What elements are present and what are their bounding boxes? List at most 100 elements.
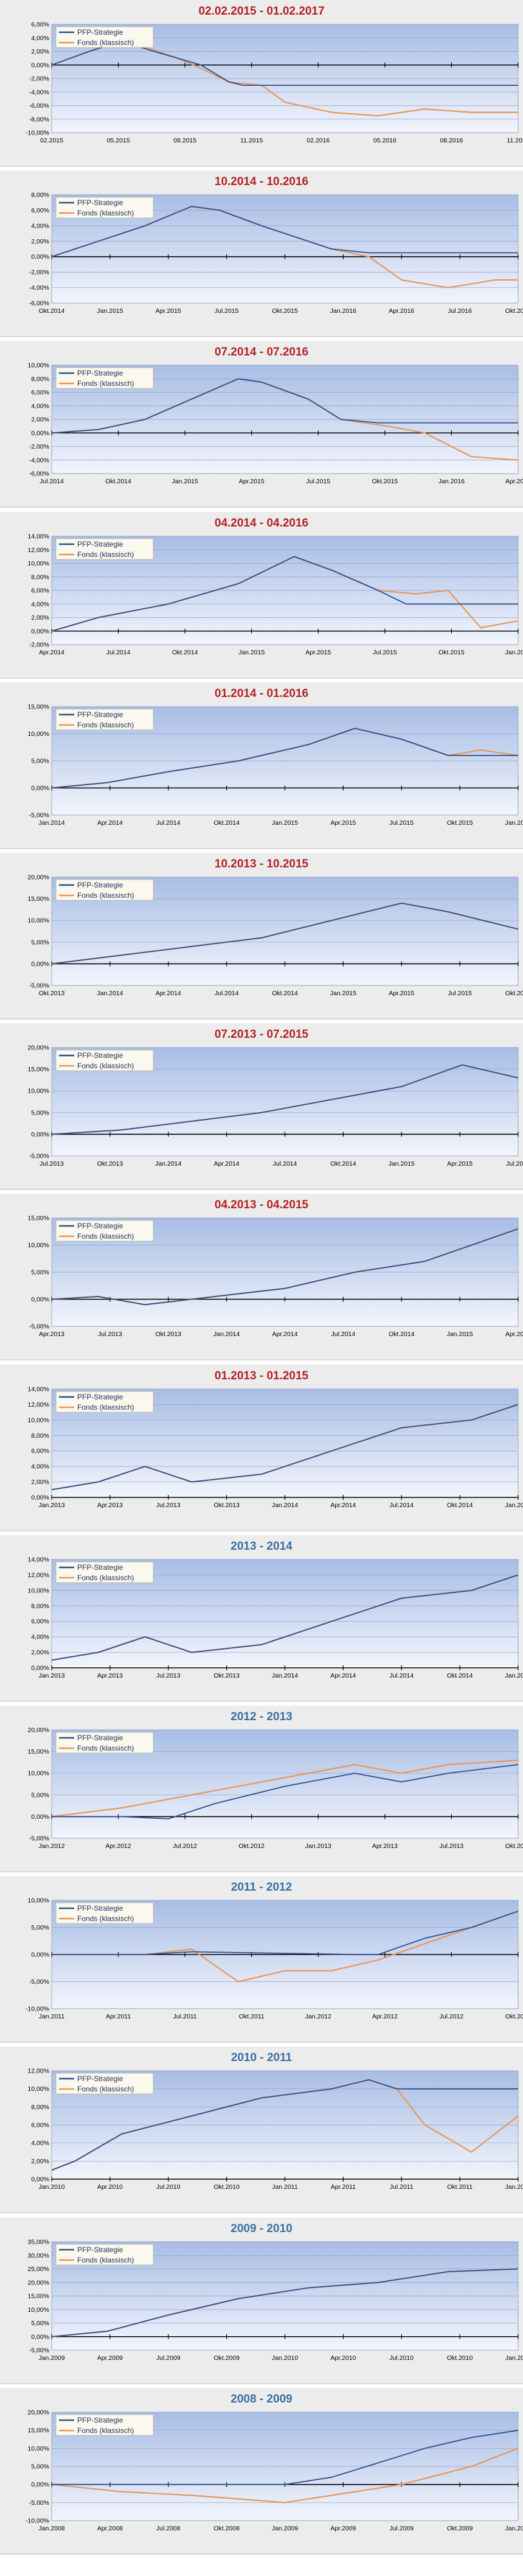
y-tick-label: 5,00% <box>31 2320 49 2327</box>
x-tick-label: Okt.2013 <box>213 1502 240 1509</box>
legend-label-strategy: PFP-Strategie <box>77 369 123 377</box>
x-tick-label: Jan.2012 <box>38 1843 64 1850</box>
legend-label-fund: Fonds (klassisch) <box>77 1232 134 1241</box>
x-tick-label: Apr.2012 <box>106 1843 131 1850</box>
y-tick-label: 35,00% <box>27 2239 49 2246</box>
legend-label-fund: Fonds (klassisch) <box>77 721 134 729</box>
chart-panel: 04.2014 - 04.2016 14,00% 12,00% 10,00% 8,00%… <box>0 512 523 679</box>
x-tick-label: Jul.2014 <box>106 649 131 656</box>
x-tick-label: Apr.2011 <box>331 2183 356 2191</box>
x-tick-label: Jan.2014 <box>155 1160 181 1167</box>
line-chart: 6,00% 4,00% 2,00% 0,00% -2,00% -4,00% -6,00% -8… <box>26 21 523 145</box>
series-line-pfp-strategie <box>52 1764 519 1819</box>
chart-panel: 07.2014 - 07.2016 10,00% 8,00% 6,00% 4,00% 2,… <box>0 341 523 508</box>
x-tick-label: Jul.2014 <box>273 1160 297 1167</box>
y-tick-label: 20,00% <box>27 2279 49 2286</box>
x-tick-label: Jan.2015 <box>272 819 298 827</box>
y-tick-label: 10,00% <box>27 1242 49 1249</box>
y-tick-label: 14,00% <box>27 1386 49 1393</box>
line-chart: 14,00% 12,00% 10,00% 8,00% 6,00% 4,00% 2,00% 0,… <box>27 1386 523 1510</box>
x-tick-label: Jan.2013 <box>38 1672 64 1679</box>
y-tick-label: -5,00% <box>29 1153 49 1160</box>
x-tick-label: Okt.2010 <box>213 2183 240 2191</box>
y-tick-label: 5,00% <box>31 1791 49 1799</box>
y-tick-label: 0,00% <box>31 2333 49 2340</box>
legend-box <box>55 2414 154 2436</box>
x-tick-label: Jan.2015 <box>505 1672 523 1679</box>
y-tick-label: 14,00% <box>27 533 49 541</box>
y-tick-label: -10,00% <box>26 2006 49 2013</box>
y-tick-label: 8,00% <box>31 2104 49 2111</box>
y-tick-label: 20,00% <box>27 1727 49 1734</box>
x-tick-label: Jul.2014 <box>40 478 64 485</box>
legend-box <box>55 538 154 560</box>
y-tick-label: -5,00% <box>29 2499 49 2507</box>
x-tick-label: Jan.2014 <box>97 990 123 997</box>
x-tick-label: Apr.2015 <box>505 1331 523 1338</box>
x-tick-label: Jan.2016 <box>505 819 523 827</box>
y-tick-label: -10,00% <box>26 2518 49 2525</box>
x-tick-label: Apr.2013 <box>97 1502 123 1509</box>
legend: PFP-Strategie Fonds (klassisch) <box>55 538 154 560</box>
x-tick-label: Jan.2015 <box>330 990 356 997</box>
x-tick-label: Jul.2015 <box>306 478 330 485</box>
line-chart: 20,00% 15,00% 10,00% 5,00% 0,00% -5,00% -10,00… <box>26 2409 523 2533</box>
x-tick-label: Jul.2011 <box>173 2013 197 2020</box>
x-tick-label: Jul.2013 <box>440 1843 464 1850</box>
x-tick-label: Jan.2009 <box>38 2354 64 2362</box>
y-tick-label: 0,00% <box>31 2481 49 2488</box>
legend-box <box>55 1902 154 1924</box>
y-tick-label: 0,00% <box>31 1813 49 1821</box>
y-tick-label: 30,00% <box>27 2252 49 2259</box>
y-tick-label: 5,00% <box>31 1109 49 1116</box>
legend: PFP-Strategie Fonds (klassisch) <box>55 2073 154 2095</box>
chart-panel: 04.2013 - 04.2015 15,00% 10,00% 5,00% 0,00% -… <box>0 1194 523 1360</box>
chart-title: 10.2014 - 10.2016 <box>214 175 309 188</box>
x-tick-label: Okt.2013 <box>213 1672 240 1679</box>
y-tick-label: 10,00% <box>27 1088 49 1095</box>
legend: PFP-Strategie Fonds (klassisch) <box>55 709 154 730</box>
line-chart: 15,00% 10,00% 5,00% 0,00% -5,00%Apr.2013 Jul.… <box>27 1215 523 1339</box>
y-tick-label: 10,00% <box>27 730 49 738</box>
chart-panel: 2008 - 2009 20,00% 15,00% 10,00% 5,00% 0,00% -… <box>0 2388 523 2555</box>
series-line-pfp-strategie <box>51 556 518 632</box>
legend-label-fund: Fonds (klassisch) <box>77 2085 134 2093</box>
legend: PFP-Strategie Fonds (klassisch) <box>55 1732 154 1754</box>
x-tick-label: 08.2015 <box>173 137 196 144</box>
y-tick-label: -10,00% <box>26 130 49 137</box>
y-tick-label: 10,00% <box>27 1587 49 1594</box>
x-tick-label: Jan.2015 <box>505 1502 523 1509</box>
x-tick-label: Jan.2009 <box>272 2525 298 2532</box>
x-tick-label: Jan.2015 <box>97 307 123 315</box>
y-tick-label: 5,00% <box>31 1269 49 1276</box>
line-chart: 20,00%15,00%10,00%5,00%0,00%-5,00%Okt.20… <box>27 874 523 998</box>
y-tick-label: 0,00% <box>31 430 49 437</box>
chart-panel: 01.2013 - 01.2015 14,00% 12,00% 10,00% 8,00%… <box>0 1365 523 1531</box>
series-line-pfp-strategie <box>51 1404 519 1491</box>
x-tick-label: Jul.2014 <box>215 990 239 997</box>
x-tick-label: Jul.2015 <box>215 307 239 315</box>
x-tick-label: Jan.2016 <box>330 307 356 315</box>
x-tick-label: Apr.2014 <box>330 1672 356 1679</box>
x-tick-label: Jul.2015 <box>506 1160 523 1167</box>
legend-label-strategy: PFP-Strategie <box>77 1051 123 1060</box>
x-tick-label: Jan.2011 <box>505 2354 523 2362</box>
legend-label-fund: Fonds (klassisch) <box>77 1914 134 1923</box>
y-tick-label: 15,00% <box>27 704 49 711</box>
x-tick-label: 05.2016 <box>373 137 397 144</box>
legend-label-fund: Fonds (klassisch) <box>77 550 134 559</box>
legend-label-fund: Fonds (klassisch) <box>77 1403 134 1412</box>
chart-panel: 01.2014 - 01.2016 15,00% 10,00% 5,00% 0,00% -… <box>0 682 523 849</box>
x-tick-label: Jan.2012 <box>305 2013 331 2020</box>
line-chart: 20,00%15,00%10,00%5,00%0,00%-5,00%Jul.20… <box>27 1045 523 1168</box>
series-line-pfp-strategie <box>51 1064 519 1135</box>
x-tick-label: Okt.2011 <box>239 2013 265 2020</box>
y-tick-label: 0,00% <box>31 2176 49 2183</box>
line-chart: 20,00%15,00%10,00%5,00%0,00%-5,00%Jan.20… <box>27 1727 523 1850</box>
y-tick-label: -2,00% <box>29 642 49 649</box>
series-line-pfp-strategie <box>51 1228 519 1306</box>
legend-box <box>55 26 154 48</box>
chart-title: 04.2014 - 04.2016 <box>214 517 309 530</box>
y-tick-label: 2,00% <box>31 1479 49 1486</box>
x-tick-label: Apr.2011 <box>106 2013 131 2020</box>
